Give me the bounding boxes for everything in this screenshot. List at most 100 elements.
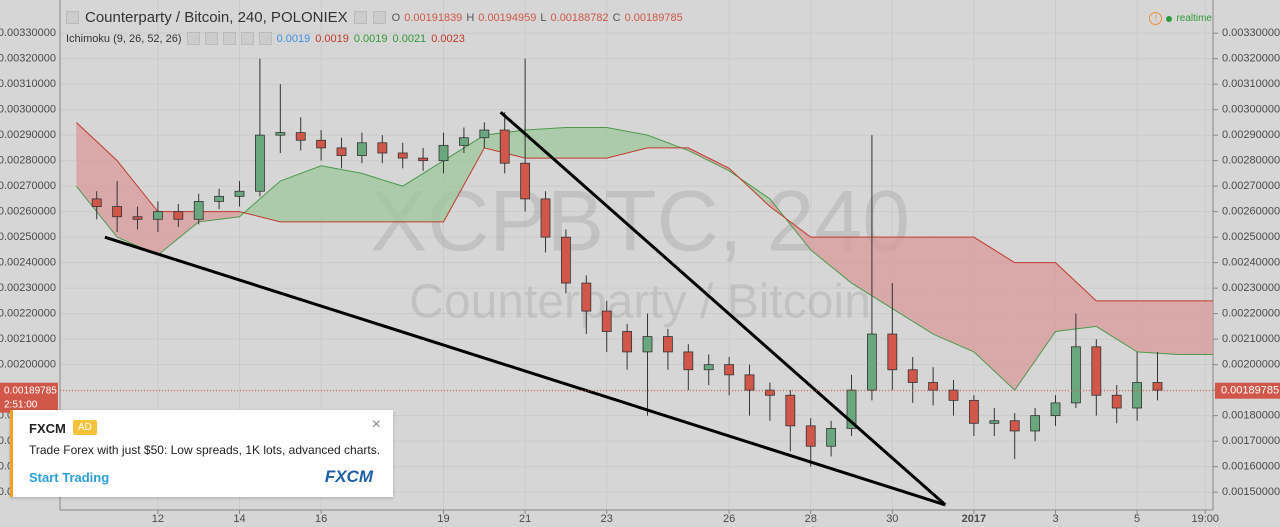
x-tick-label: 28 <box>805 513 817 525</box>
candle-body <box>499 129 510 164</box>
ohlc-key: O <box>391 11 401 24</box>
candle-body <box>1030 415 1041 432</box>
candle-body <box>316 139 327 149</box>
candle-body <box>214 195 225 202</box>
icon <box>186 32 200 45</box>
y-tick-label: 0.00150000 <box>1222 486 1280 498</box>
cloud-segment <box>1177 300 1213 355</box>
ohlc-key: C <box>612 11 621 24</box>
x-tick-label: 2017 <box>962 513 986 525</box>
y-tick-label: 0.00180000 <box>1222 410 1280 422</box>
indicator-values: 0.0019 0.0019 0.0019 0.0021 0.0023 <box>277 33 465 45</box>
cloud-segment <box>402 160 444 222</box>
cloud-segment <box>1014 262 1056 391</box>
candle-body <box>377 142 388 154</box>
cloud-segment <box>565 127 607 159</box>
y-tick-label: 0.00230000 <box>1222 282 1280 294</box>
ad-text: Trade Forex with just $50: Low spreads, … <box>29 443 381 457</box>
icon <box>66 11 79 24</box>
candle-body <box>479 129 490 139</box>
x-tick-label: 3 <box>1052 513 1058 525</box>
x-tick-label: 16 <box>315 513 327 525</box>
candle-body <box>1050 402 1061 417</box>
y-tick-label: 0.00290000 <box>1222 129 1280 141</box>
candle-body <box>193 201 204 220</box>
status-text: realtime <box>1176 13 1212 24</box>
y-tick-label-left: 0.00200000 <box>0 359 56 371</box>
icon <box>204 32 218 45</box>
candle-body <box>703 364 714 371</box>
candle-body <box>520 162 531 200</box>
ad-logo: FXCM <box>324 467 373 486</box>
cloud-segment <box>1055 262 1097 332</box>
candle-body <box>173 211 184 220</box>
y-tick-label: 0.00170000 <box>1222 435 1280 447</box>
candle-body <box>928 382 939 391</box>
cloud-segment <box>443 135 485 222</box>
y-tick-label-left: 0.00240000 <box>0 257 56 269</box>
ad-brand: FXCM <box>29 421 66 436</box>
y-tick-label: 0.00240000 <box>1222 257 1280 269</box>
candle-body <box>765 389 775 396</box>
x-tick-label: 12 <box>152 513 164 525</box>
candle-body <box>1009 420 1020 432</box>
y-tick-label-left: 0.00270000 <box>0 180 56 192</box>
price-tag <box>1215 382 1280 399</box>
icon <box>353 11 367 24</box>
ohlc-key: L <box>540 11 547 24</box>
status-dot <box>1166 15 1173 22</box>
y-tick-label: 0.00330000 <box>1222 27 1280 39</box>
ad-close[interactable]: × <box>371 416 381 433</box>
trend-line <box>104 235 946 507</box>
cloud-edge <box>75 127 1213 391</box>
x-tick-label: 23 <box>601 513 613 525</box>
y-tick-label-left: 0.00320000 <box>0 53 56 65</box>
candle-body <box>663 336 673 353</box>
candle-body <box>112 206 123 218</box>
y-tick-label-left: 0.00210000 <box>0 333 56 345</box>
candle-body <box>561 236 571 284</box>
candle-body <box>744 374 755 391</box>
candle-body <box>846 389 857 429</box>
y-tick-label: 0.00200000 <box>1222 359 1280 371</box>
candle-body <box>438 144 449 162</box>
candle-body <box>540 198 551 238</box>
x-tick-label: 19 <box>437 513 449 525</box>
y-tick-label: 0.00310000 <box>1222 78 1280 90</box>
candle-body <box>805 425 816 447</box>
candle-body <box>234 190 245 197</box>
cloud-segment <box>973 237 1015 391</box>
cloud-segment <box>280 165 322 222</box>
icon <box>258 32 272 45</box>
candle-body <box>969 399 979 424</box>
y-tick-label-left: 0.00230000 <box>0 282 56 294</box>
y-tick-label-left: 0.00290000 <box>0 129 56 141</box>
indicator-value: 0.0021 <box>392 32 427 45</box>
candle-body <box>683 351 694 371</box>
candle-body <box>724 364 735 376</box>
candle-body <box>581 282 592 312</box>
x-tick-label: 21 <box>519 513 531 525</box>
cloud-segment <box>361 173 403 222</box>
y-tick-label: 0.00260000 <box>1222 206 1280 218</box>
indicator-name: Ichimoku (9, 26, 52, 26) <box>66 32 182 45</box>
candle-body <box>989 420 1000 424</box>
candle-body <box>1111 394 1122 409</box>
x-tick-label: 5 <box>1134 513 1140 525</box>
price-tag-left-label: 0.00189785 <box>4 385 57 396</box>
countdown: 2:51:00 <box>4 399 38 410</box>
cloud-segment <box>606 127 648 159</box>
candle-body <box>826 427 837 447</box>
y-tick-label: 0.00300000 <box>1222 104 1280 116</box>
cloud-segment <box>239 181 281 222</box>
candle-body <box>1152 382 1163 391</box>
indicator-value: 0.0019 <box>353 32 388 45</box>
icon <box>240 32 254 45</box>
y-tick-label: 0.00160000 <box>1222 461 1280 473</box>
alert-icon: ! <box>1149 12 1163 25</box>
ad-cta[interactable]: Start Trading <box>29 470 110 485</box>
x-tick-label: 14 <box>233 513 245 525</box>
